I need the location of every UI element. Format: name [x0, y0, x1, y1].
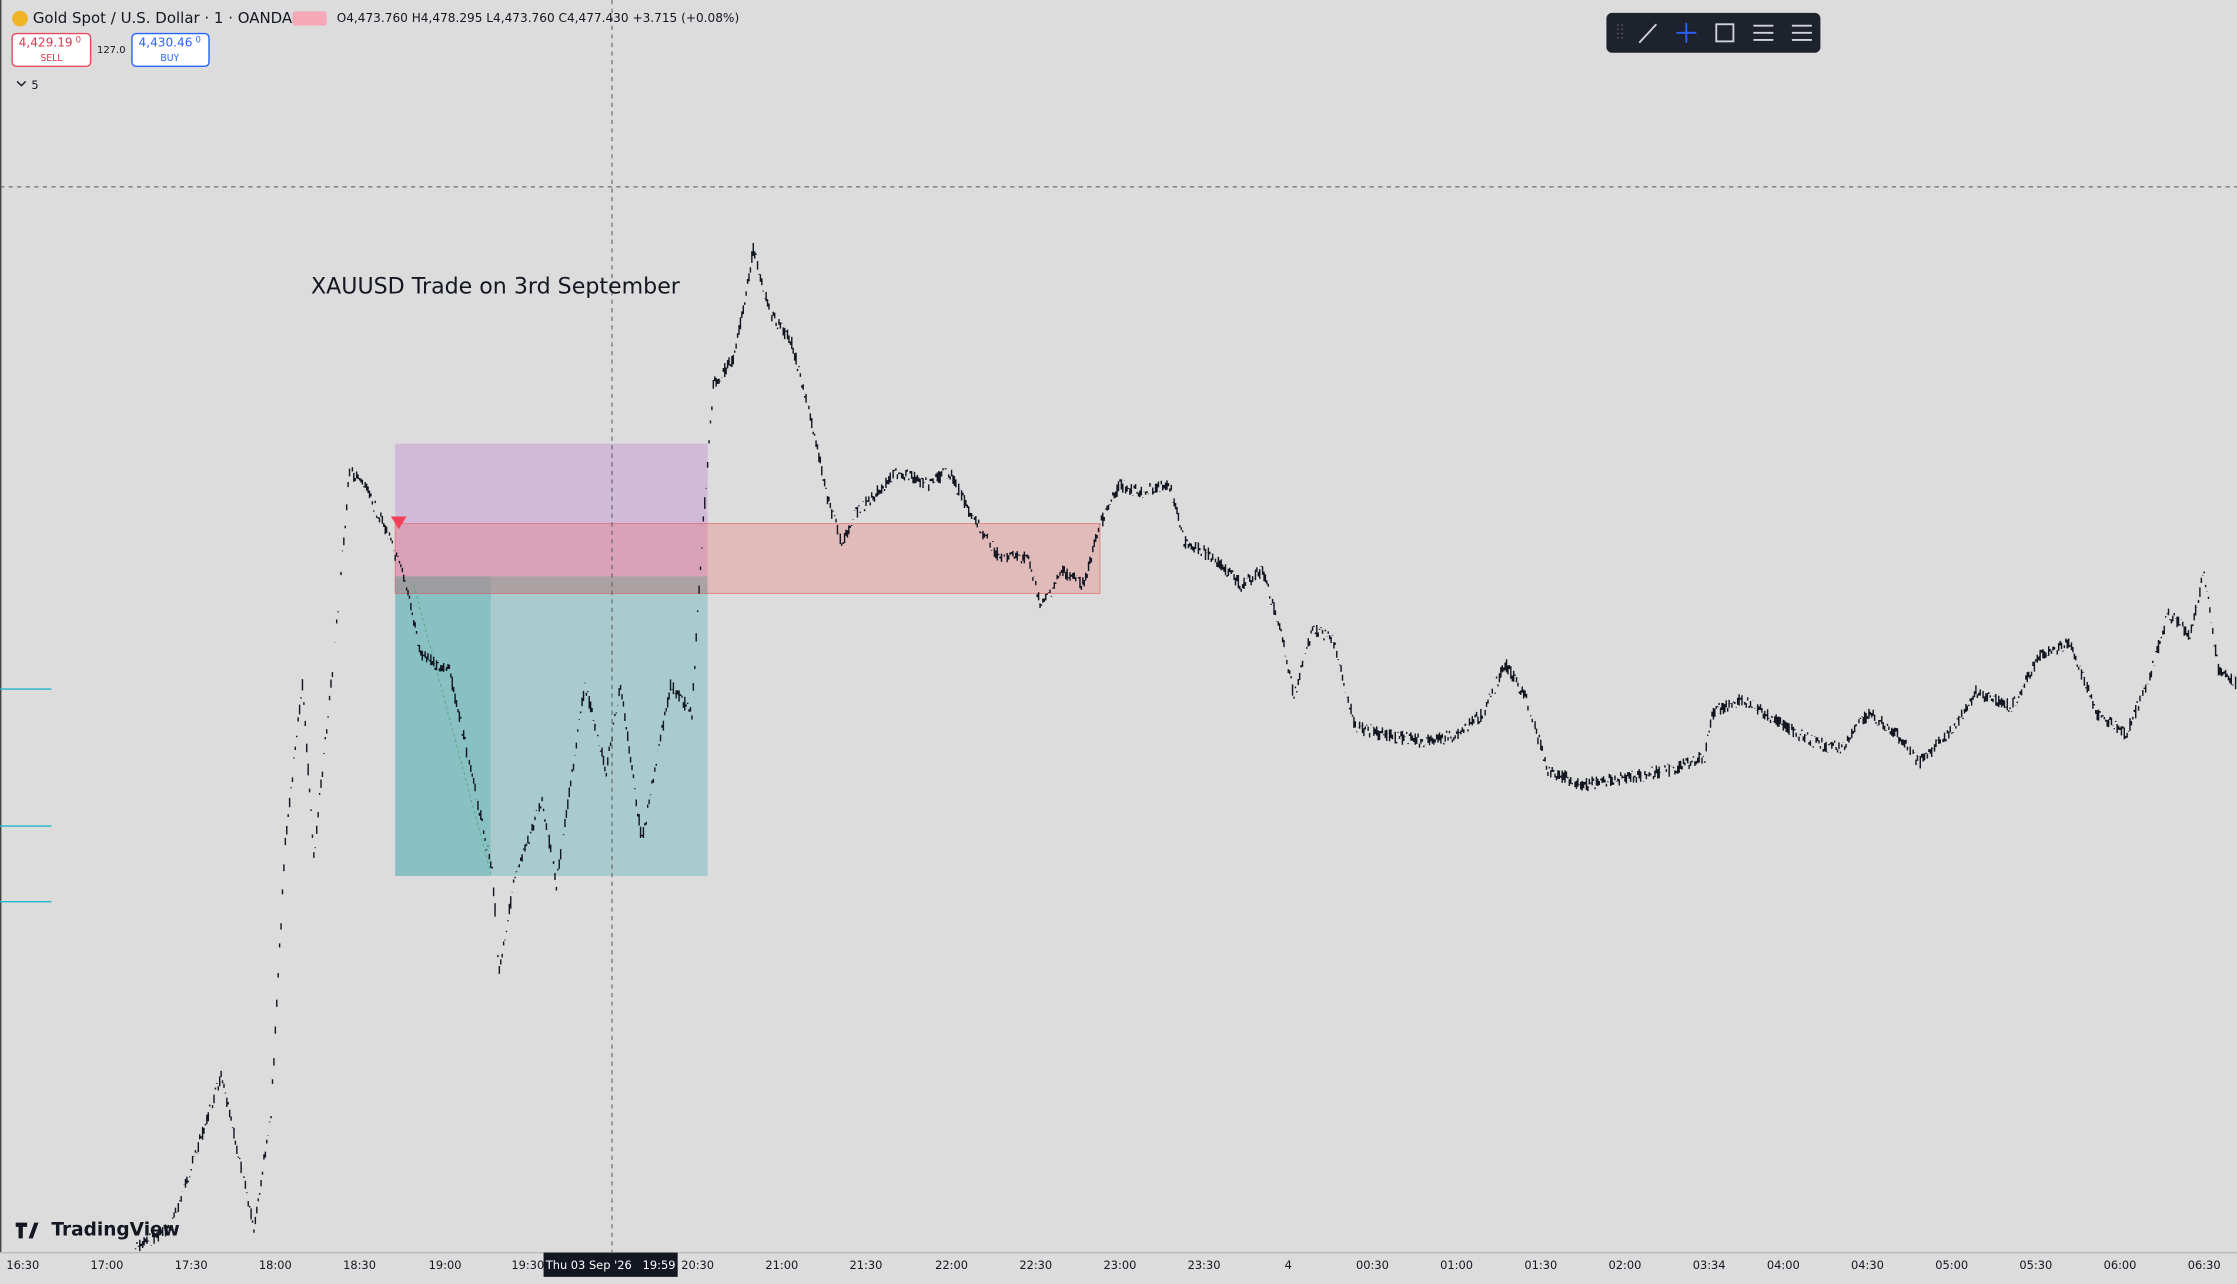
time-label: 19:00	[429, 1258, 462, 1272]
time-label: 21:00	[765, 1258, 798, 1272]
sell-label: SELL	[40, 53, 63, 64]
annotation: XAUUSD Trade on 3rd September	[311, 273, 681, 299]
time-label: 06:00	[2104, 1258, 2137, 1272]
time-label: 17:00	[91, 1258, 124, 1272]
time-label: 23:30	[1188, 1258, 1221, 1272]
drawing-toolbar	[1606, 12, 1821, 53]
entry-band	[395, 576, 708, 594]
spread: 127.0	[97, 45, 126, 56]
buy-fraction: 0	[195, 35, 200, 45]
time-label: 21:30	[850, 1258, 883, 1272]
time-label: 23:00	[1103, 1258, 1136, 1272]
trade-line	[413, 584, 492, 874]
price-series	[134, 242, 2237, 1252]
buy-label: BUY	[160, 53, 179, 64]
crosshair-time-box	[543, 1252, 678, 1277]
logo: TradingView	[51, 1219, 179, 1240]
time-label: 02:00	[1609, 1258, 1642, 1272]
price-candles	[134, 242, 2237, 1252]
symbol-icon	[12, 10, 28, 27]
stop-zone-fill	[395, 576, 491, 876]
time-label: 01:00	[1440, 1258, 1473, 1272]
time-label: 18:00	[259, 1258, 292, 1272]
target-zone	[395, 443, 708, 577]
time-axis-labels: 16:30 17:00 17:30 18:00 18:30 19:00 19:30 20:30…	[6, 1258, 2220, 1272]
time-label: 4	[1285, 1258, 1292, 1272]
time-label: 04:30	[1851, 1258, 1884, 1272]
buy-price: 4,430.46	[139, 35, 193, 49]
time-label: 18:30	[343, 1258, 376, 1272]
time-label: 03:34	[1693, 1258, 1726, 1272]
tool-rect[interactable]	[1715, 23, 1735, 43]
time-label: 22:00	[935, 1258, 968, 1272]
symbol[interactable]: Gold Spot / U.S. Dollar · 1 · OANDA	[33, 9, 293, 27]
indicators-count: 5	[31, 78, 38, 92]
time-label: 19:30	[511, 1258, 544, 1272]
sell-button[interactable]	[11, 32, 92, 68]
time-label: 22:30	[1019, 1258, 1052, 1272]
tool-more[interactable]	[1791, 24, 1812, 41]
time-label: 20:30	[681, 1258, 714, 1272]
indicators-toggle[interactable]	[16, 80, 27, 87]
time-axis	[0, 1252, 2237, 1284]
sell-fraction: 0	[76, 35, 81, 45]
time-label: 05:00	[1935, 1258, 1968, 1272]
sell-marker	[390, 516, 407, 530]
sell-price: 4,429.19	[19, 35, 73, 49]
time-label: 01:30	[1524, 1258, 1557, 1272]
time-label: 00:30	[1356, 1258, 1389, 1272]
buy-button[interactable]	[131, 32, 210, 68]
time-label: 05:30	[2019, 1258, 2052, 1272]
tool-settings[interactable]	[1753, 24, 1774, 41]
tool-line[interactable]	[1638, 23, 1658, 44]
time-label: 06:30	[2188, 1258, 2221, 1272]
crosshair-time: Thu 03 Sep '26 19:59	[545, 1258, 676, 1272]
tool-cross[interactable]	[1676, 22, 1697, 43]
ohlc: O4,473.760 H4,478.295 L4,473.760 C4,477.…	[337, 11, 739, 25]
time-label: 16:30	[6, 1258, 39, 1272]
stop-zone	[395, 576, 708, 876]
toolbar-icons	[1616, 22, 1812, 44]
status-badge	[292, 11, 327, 26]
logo-mark	[15, 1222, 39, 1239]
time-label: 17:30	[175, 1258, 208, 1272]
time-label: 04:00	[1767, 1258, 1800, 1272]
